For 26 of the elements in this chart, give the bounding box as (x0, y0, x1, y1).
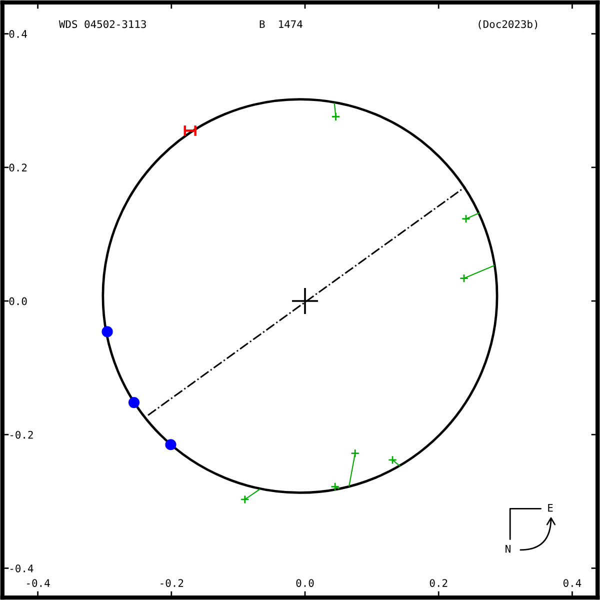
text: B 1474 (260, 20, 302, 28)
point (459, 274, 469, 283)
point (128, 396, 140, 408)
point (350, 448, 360, 458)
x-tick-label: 0.2 (430, 579, 448, 587)
point (331, 112, 340, 122)
annotation: E (548, 504, 553, 512)
point (165, 439, 176, 450)
point (388, 455, 398, 465)
x-tick-label: 0.0 (296, 579, 314, 587)
y-tick-label: 0.0 (9, 297, 27, 306)
x-tick-label: 0.4 (563, 579, 582, 587)
point (240, 494, 250, 504)
x-tick-label: -0.4 (27, 579, 50, 587)
point (461, 214, 471, 224)
point (102, 326, 113, 338)
point (184, 124, 196, 137)
y-tick-label: 0.4 (9, 30, 27, 38)
point (330, 482, 340, 492)
annotation: N (506, 544, 510, 553)
y-tick-label: 0.2 (9, 164, 27, 172)
annotation: (Doc2023b) (478, 20, 538, 30)
x-tick-label: -0.2 (160, 579, 184, 587)
text: WDS 04502-3113 (58, 20, 146, 28)
y-tick-label: -0.4 (10, 564, 34, 572)
y-tick-label: -0.2 (10, 430, 33, 439)
